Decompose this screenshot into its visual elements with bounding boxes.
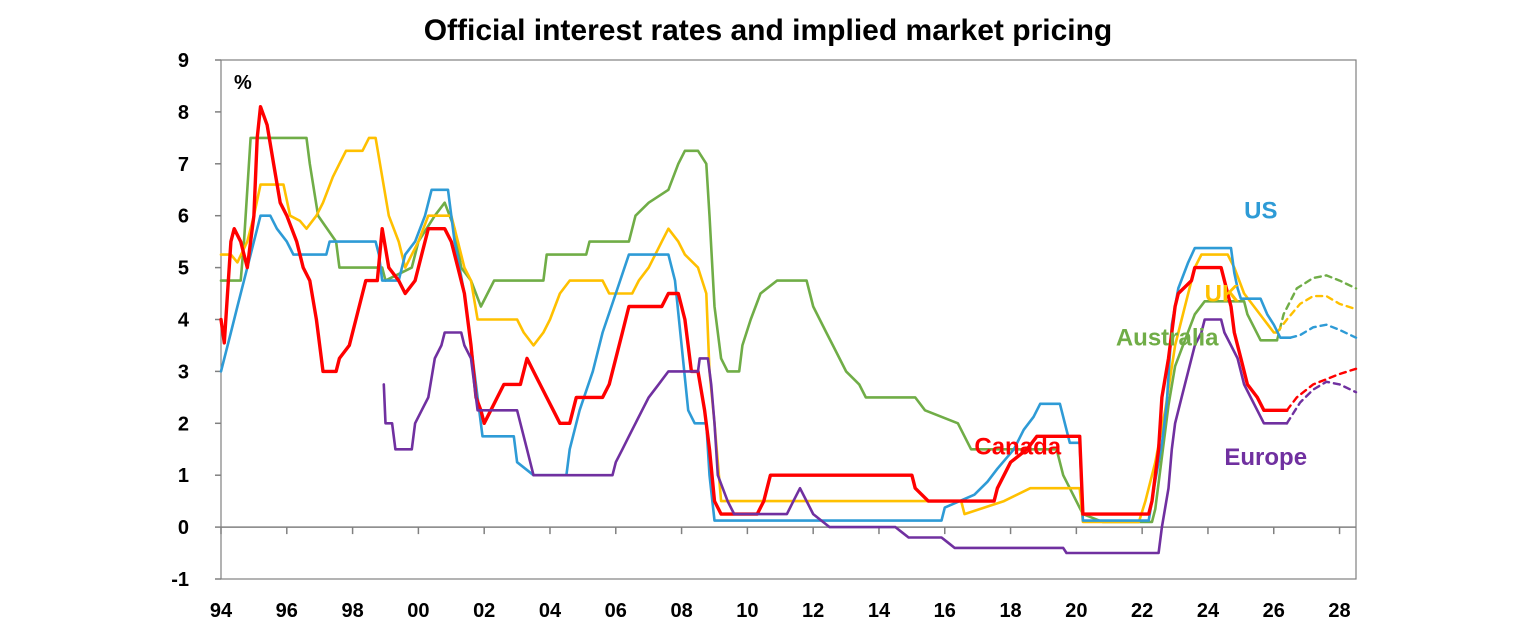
y-tick-label: 9	[178, 50, 189, 72]
chart-title: Official interest rates and implied mark…	[423, 14, 1113, 47]
y-tick-label: 6	[178, 206, 189, 228]
x-tick-label: 10	[736, 600, 758, 622]
series-label-europe: Europe	[1224, 444, 1307, 471]
x-tick-label: 02	[473, 600, 495, 622]
x-tick-label: 08	[670, 600, 692, 622]
x-tick-label: 28	[1328, 600, 1350, 622]
series-layer	[219, 104, 1358, 555]
series-label-canada: Canada	[974, 433, 1061, 460]
x-tick-label: 24	[1197, 600, 1220, 622]
y-tick-label: -1	[171, 569, 189, 591]
y-tick-label: 4	[178, 310, 190, 332]
series-forecast-europe	[1285, 380, 1358, 425]
y-tick-label: 2	[178, 413, 189, 435]
series-label-us: US	[1244, 197, 1277, 224]
x-tick-label: 00	[407, 600, 429, 622]
y-tick-label: 3	[178, 361, 189, 383]
y-tick-label: 5	[178, 258, 189, 280]
x-tick-label: 94	[210, 600, 233, 622]
x-tick-label: 26	[1263, 600, 1285, 622]
series-forecast-australia	[1275, 274, 1358, 342]
y-tick-label: 8	[178, 102, 189, 124]
x-tick-label: 16	[934, 600, 956, 622]
y-tick-label: 7	[178, 154, 189, 176]
x-tick-label: 20	[1065, 600, 1087, 622]
series-label-australia: Australia	[1116, 324, 1219, 351]
y-unit-label: %	[234, 72, 252, 94]
labels-layer: US UK Australia Canada Europe	[974, 197, 1307, 471]
series-forecast-us	[1288, 323, 1358, 339]
x-tick-label: 04	[539, 600, 562, 622]
x-tick-label: 96	[276, 600, 298, 622]
series-forecast-canada	[1285, 367, 1358, 412]
series-forecast-uk	[1275, 294, 1358, 334]
x-tick-label: 22	[1131, 600, 1153, 622]
series-label-uk: UK	[1205, 280, 1240, 307]
x-tick-label: 12	[802, 600, 824, 622]
x-tick-label: 06	[605, 600, 627, 622]
x-tick-label: 14	[868, 600, 891, 622]
x-tick-label: 18	[999, 600, 1021, 622]
series-line-europe	[382, 318, 1289, 555]
y-tick-label: 0	[178, 517, 189, 539]
y-tick-label: 1	[178, 465, 189, 487]
series-line-canada	[219, 104, 1289, 516]
x-tick-label: 98	[341, 600, 363, 622]
